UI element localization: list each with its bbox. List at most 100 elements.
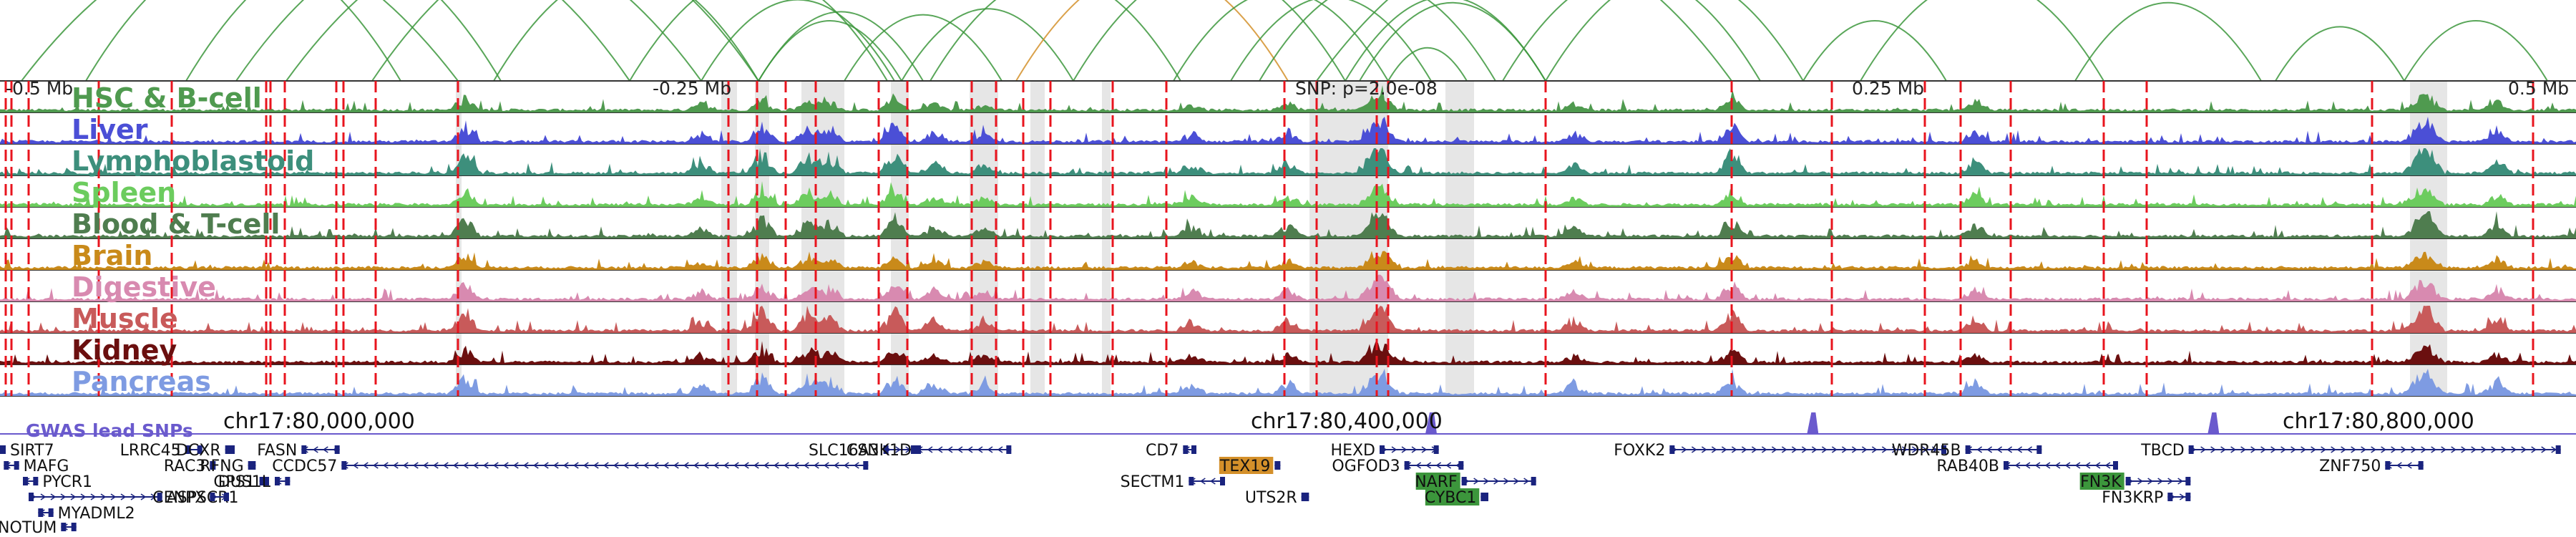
strand-arrow [1731,446,1737,453]
gene-highlight-box [1425,488,1480,505]
chromatin-loop-arc [1073,0,1346,82]
gene-label: FOXK2 [1614,442,1665,460]
strand-arrow [1791,446,1797,453]
gwas-snp-marker [1425,412,1437,434]
strand-arrow [1901,446,1908,453]
strand-arrow [2064,462,2071,469]
strand-arrow [2391,446,2397,453]
strand-arrow [2024,462,2031,469]
gene-label: CENPX [152,489,205,507]
chromatin-loop-arc [629,0,888,82]
exon [2188,445,2194,454]
strand-arrow [452,462,459,469]
gene-label: FN3KRP [2102,489,2163,507]
scale-tick-label: -0.25 Mb [653,78,731,99]
gene-tex19: TEX19 [1219,457,1281,475]
exon [1189,477,1194,485]
gene-label: ZNF750 [2319,458,2381,475]
chromatin-loop-arc [1345,0,1546,82]
gene-label: MAFG [24,458,69,475]
strand-arrow [2541,446,2547,453]
gene-cenpx: CENPX [152,489,229,507]
strand-arrow [542,462,549,469]
strand-arrow [1801,446,1807,453]
signal-track [0,85,2576,112]
gwas-snp-marker [2207,412,2220,434]
strand-arrow [432,462,439,469]
chromatin-loop-arc [371,0,759,82]
strand-arrow [2147,478,2154,485]
strand-arrow [1473,478,1480,485]
exon [1304,493,1309,501]
strand-arrow [2210,446,2217,453]
gene-mafg: MAFG [4,458,69,475]
strand-arrow [653,462,659,469]
scale-bar: -0.5 Mb -0.25 Mb SNP: p=2.0e-08 0.25 Mb … [6,78,2569,99]
exon [61,523,67,531]
gene-label: LRRC45 [120,442,181,460]
strand-arrow [1513,478,1520,485]
strand-arrow [2501,446,2507,453]
strand-arrow [793,462,799,469]
chromatin-loop-arc [844,14,1002,82]
strand-arrow [2014,462,2021,469]
gene-pycr1: PYCR1 [23,473,92,491]
exon [2385,461,2391,470]
exon [210,493,215,501]
strand-arrow [2401,446,2407,453]
gene-ogfod3: OGFOD3 [1332,458,1464,475]
strand-arrow [1721,446,1727,453]
gene-label: NOTUM [0,519,57,537]
exon [916,445,921,454]
gene-csnk1d: CSNK1D [847,442,1012,460]
chromatin-loop-arc [286,0,702,82]
signal-tracks [0,80,2576,397]
strand-arrow [2396,462,2402,469]
exon [157,493,162,501]
strand-arrow [472,462,479,469]
exon [38,508,44,517]
gene-foxk2: FOXK2 [1614,442,1946,460]
strand-arrow [1931,446,1938,453]
gene-label: SECTM1 [1121,473,1185,491]
strand-arrow [2167,478,2174,485]
gene-sirt7: SIRT7 [0,442,54,460]
gene-gps1: GPS1 [213,473,269,491]
gene-label: CD7 [1146,442,1179,460]
strand-arrow [572,462,579,469]
exon [230,445,235,454]
chromatin-loop-arc [2275,26,2405,82]
strand-arrow [1415,462,1422,469]
gene-annotation-track: SIRT7MAFGPYCR1ASPSCR1MYADML2NOTUMLRRC45R… [0,442,2561,537]
strand-arrow [552,462,559,469]
strand-arrow [120,493,127,500]
strand-arrow [40,493,47,500]
strand-arrow [1851,446,1858,453]
gene-dus1l: DUS1L [218,473,291,491]
strand-arrow [947,446,953,453]
gwas-track-label: GWAS lead SNPs [26,420,193,441]
track-label-muscle: Muscle [72,303,178,334]
signal-track [0,148,2576,175]
strand-arrow [562,462,569,469]
strand-arrow [130,493,137,500]
chromatin-loop-arc [1015,0,1289,82]
exon [1,445,6,454]
strand-arrow [80,493,87,500]
gene-label: NARF [1415,473,1457,491]
gene-highlight-box [2079,473,2124,490]
strand-arrow [150,493,157,500]
strand-arrow [50,493,57,500]
exon [1941,445,1946,454]
coordinate-tick-label: chr17:80,000,000 [223,409,415,434]
strand-arrow [110,493,117,500]
strand-arrow [683,462,689,469]
chromatin-loop-arc [1802,20,1947,82]
strand-arrow [1751,446,1757,453]
scale-tick-label: 0.25 Mb [1852,78,1924,99]
strand-arrow [723,462,729,469]
strand-arrow [582,462,589,469]
chromatin-loop-arc [901,8,1074,82]
strand-arrow [422,462,429,469]
chromatin-loop-arc [701,0,895,82]
